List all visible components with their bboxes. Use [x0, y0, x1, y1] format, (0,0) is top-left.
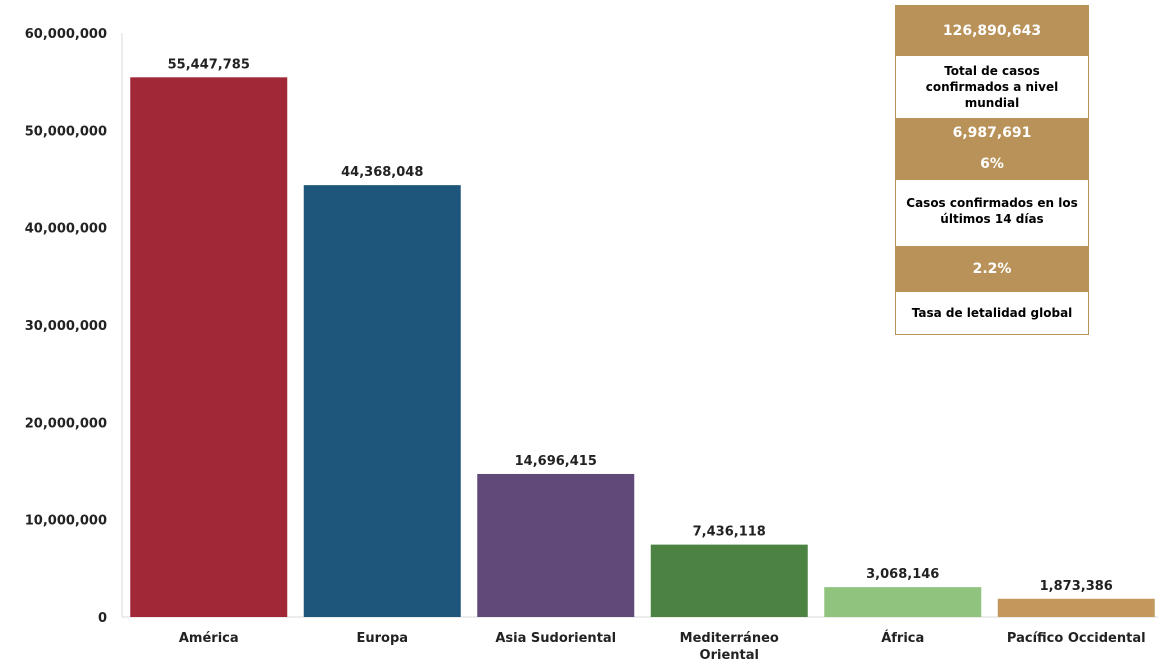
total-cases-label: Total de casos confirmados a nivel mundi…	[896, 56, 1088, 118]
x-tick-label: Pacífico Occidental	[1007, 631, 1146, 646]
x-tick-label: Mediterráneo	[680, 631, 779, 646]
bar	[824, 587, 982, 617]
bar	[130, 77, 288, 617]
summary-box: 126,890,643 Total de casos confirmados a…	[895, 5, 1089, 335]
x-tick-label: Oriental	[700, 648, 759, 663]
y-tick-label: 0	[98, 611, 107, 626]
lethality-value: 2.2%	[896, 246, 1088, 292]
bar	[477, 473, 635, 617]
total-cases-value: 126,890,643	[896, 6, 1088, 56]
y-tick-label: 10,000,000	[25, 514, 107, 529]
bar-value-label: 44,368,048	[341, 165, 423, 180]
y-tick-label: 40,000,000	[25, 222, 107, 237]
y-tick-label: 50,000,000	[25, 124, 107, 139]
bar-value-label: 7,436,118	[693, 525, 766, 540]
recent-cases-label: Casos confirmados en los últimos 14 días	[896, 180, 1088, 242]
bar-value-label: 1,873,386	[1040, 579, 1113, 594]
lethality-label: Tasa de letalidad global	[896, 292, 1088, 334]
recent-cases-value: 6,987,691	[896, 118, 1088, 148]
y-tick-label: 30,000,000	[25, 319, 107, 334]
bar	[997, 598, 1155, 617]
x-tick-label: Europa	[356, 631, 408, 646]
bar	[650, 544, 808, 617]
x-tick-label: África	[881, 630, 924, 646]
y-tick-label: 20,000,000	[25, 416, 107, 431]
bar-value-label: 55,447,785	[168, 57, 250, 72]
bar	[303, 185, 461, 617]
bar-value-label: 3,068,146	[866, 567, 939, 582]
x-tick-label: Asia Sudoriental	[495, 631, 616, 646]
recent-cases-percent: 6%	[896, 148, 1088, 180]
bar-value-label: 14,696,415	[515, 454, 597, 469]
y-tick-label: 60,000,000	[25, 27, 107, 42]
x-tick-label: América	[179, 631, 239, 646]
